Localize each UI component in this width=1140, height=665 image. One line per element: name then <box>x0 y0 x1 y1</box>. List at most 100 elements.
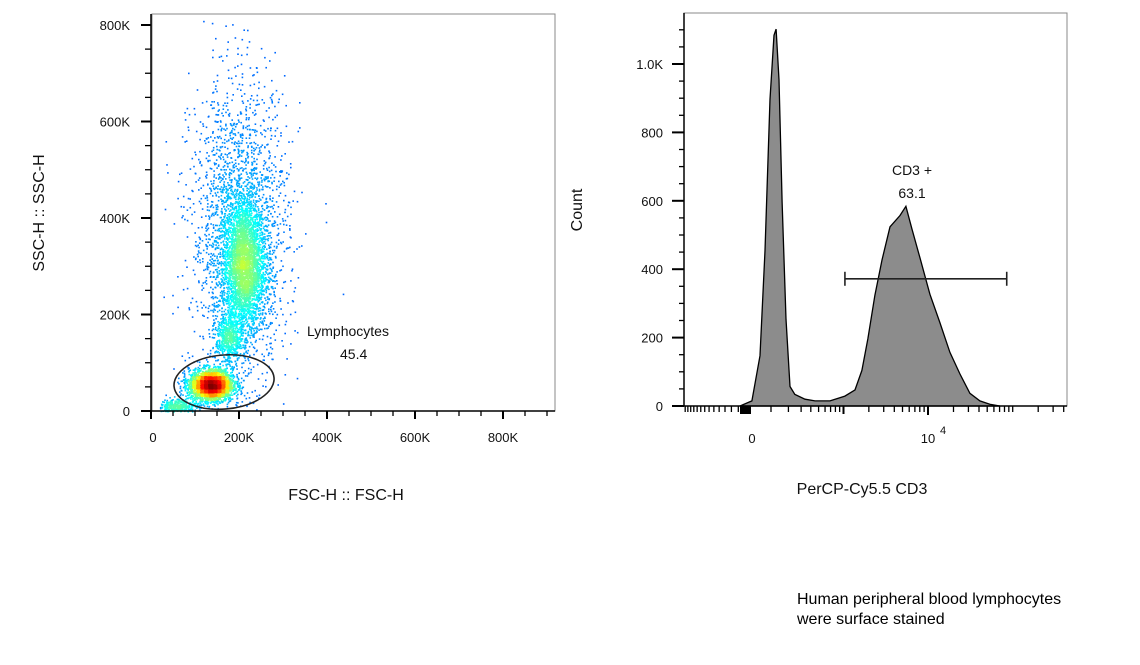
scatter-point <box>235 145 238 148</box>
scatter-point <box>196 360 199 363</box>
scatter-point <box>263 160 266 162</box>
scatter-point <box>199 335 201 338</box>
scatter-point <box>271 270 273 273</box>
scatter-point <box>238 192 241 195</box>
scatter-point <box>247 201 249 204</box>
scatter-point <box>250 185 252 188</box>
scatter-point <box>229 134 231 137</box>
scatter-point <box>227 309 229 312</box>
scatter-point <box>292 200 294 202</box>
scatter-point <box>222 340 224 342</box>
scatter-point <box>224 292 226 294</box>
scatter-point <box>224 171 226 174</box>
scatter-point <box>232 367 235 370</box>
scatter-point <box>260 298 262 301</box>
scatter-point <box>202 249 205 252</box>
scatter-point <box>232 292 235 295</box>
scatter-point <box>229 251 231 253</box>
scatter-point <box>192 269 195 272</box>
scatter-point <box>246 212 248 214</box>
scatter-point <box>209 336 211 338</box>
scatter-point <box>223 183 225 186</box>
scatter-point <box>224 262 226 264</box>
scatter-point <box>259 263 261 266</box>
scatter-point <box>195 153 197 156</box>
scatter-point <box>212 296 214 298</box>
scatter-point <box>191 405 194 408</box>
scatter-point <box>288 173 290 176</box>
scatter-point <box>230 271 232 274</box>
scatter-point <box>191 355 194 358</box>
scatter-point <box>182 288 185 291</box>
scatter-point <box>218 149 220 151</box>
scatter-point <box>241 401 244 403</box>
scatter-point <box>220 348 222 351</box>
scatter-point <box>249 186 252 188</box>
scatter-point <box>187 129 190 132</box>
scatter-point <box>248 232 251 234</box>
scatter-point <box>260 146 262 148</box>
scatter-point <box>240 155 243 157</box>
scatter-point <box>183 374 186 376</box>
scatter-point <box>222 115 224 117</box>
scatter-point <box>171 409 173 411</box>
scatter-point <box>230 259 232 261</box>
scatter-point <box>237 152 240 155</box>
scatter-point <box>261 262 264 265</box>
scatter-point <box>236 375 238 378</box>
scatter-point <box>228 299 230 302</box>
scatter-point <box>259 228 262 230</box>
scatter-point <box>247 146 249 149</box>
scatter-point <box>237 312 240 315</box>
scatter-point <box>223 142 226 144</box>
scatter-point <box>258 324 261 327</box>
scatter-point <box>280 132 282 134</box>
scatter-point <box>230 282 233 285</box>
scatter-point <box>189 409 191 411</box>
scatter-point <box>268 256 271 259</box>
scatter-point <box>259 218 262 220</box>
scatter-point <box>264 317 266 319</box>
scatter-point <box>253 347 256 350</box>
scatter-point <box>228 398 230 401</box>
scatter-point <box>228 300 230 303</box>
scatter-point <box>243 210 246 212</box>
scatter-point <box>222 333 224 335</box>
scatter-point <box>240 390 242 392</box>
scatter-point <box>240 304 243 307</box>
scatter-point <box>252 226 255 228</box>
scatter-point <box>234 297 237 300</box>
scatter-point <box>213 187 215 190</box>
scatter-point <box>226 403 229 406</box>
scatter-point <box>222 156 224 158</box>
scatter-point <box>220 314 223 316</box>
scatter-point <box>236 182 238 184</box>
scatter-point <box>177 401 180 403</box>
scatter-point <box>238 155 241 158</box>
scatter-point <box>270 134 273 137</box>
scatter-point <box>248 188 250 190</box>
scatter-point <box>238 150 240 152</box>
scatter-point <box>242 188 245 190</box>
scatter-point <box>224 282 227 285</box>
scatter-point <box>202 184 205 187</box>
scatter-point <box>225 319 227 322</box>
scatter-point <box>250 234 252 237</box>
scatter-point <box>227 262 229 265</box>
scatter-point <box>237 202 240 204</box>
scatter-point <box>280 269 283 271</box>
scatter-point <box>256 409 258 411</box>
scatter-point <box>230 209 232 211</box>
scatter-point <box>206 199 209 202</box>
scatter-point <box>226 264 228 267</box>
scatter-point <box>233 350 236 352</box>
scatter-point <box>261 241 263 243</box>
scatter-point <box>254 285 256 287</box>
scatter-point <box>226 258 229 260</box>
scatter-point <box>238 386 241 389</box>
scatter-point <box>225 268 228 270</box>
scatter-point <box>301 191 303 194</box>
scatter-point <box>249 187 252 189</box>
scatter-point <box>255 67 258 69</box>
scatter-point <box>221 320 224 323</box>
